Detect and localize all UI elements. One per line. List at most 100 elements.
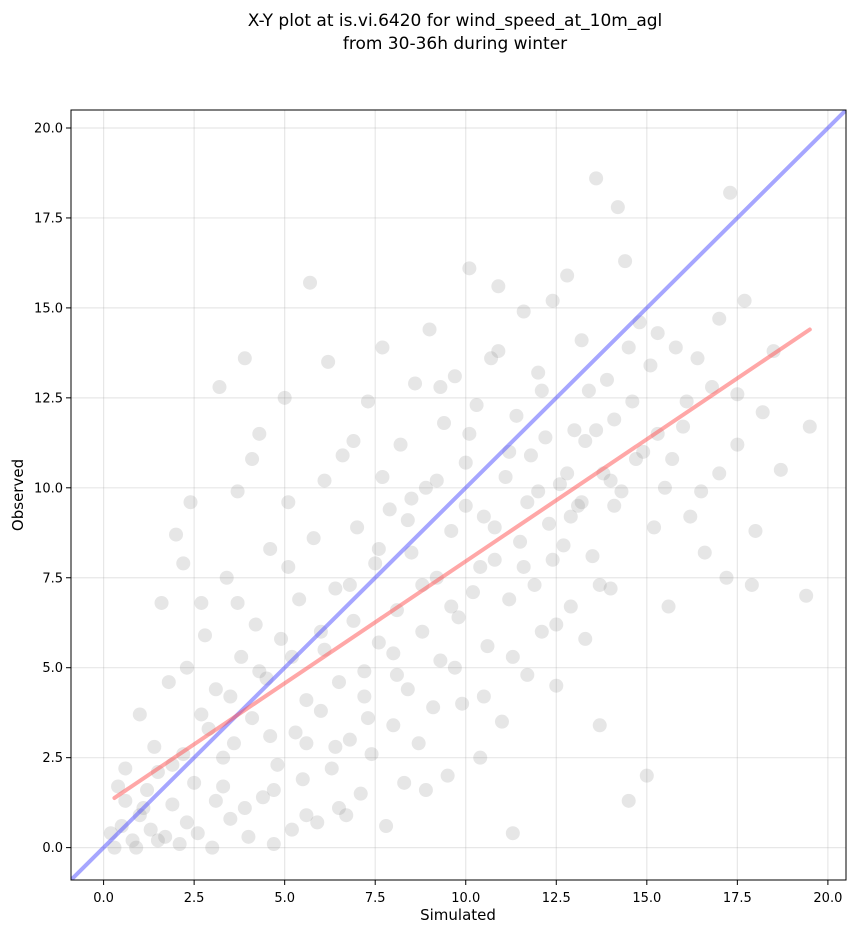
scatter-point: [545, 552, 560, 567]
scatter-point: [125, 833, 140, 848]
scatter-point: [690, 351, 705, 366]
scatter-point: [657, 480, 672, 495]
scatter-point: [589, 171, 604, 186]
scatter-point: [560, 268, 575, 283]
scatter-point: [487, 520, 502, 535]
scatter-point: [494, 714, 509, 729]
scatter-point: [571, 498, 586, 513]
scatter-point: [621, 340, 636, 355]
scatter-point: [266, 837, 281, 852]
scatter-point: [129, 840, 144, 855]
identity-line: [71, 110, 846, 880]
scatter-point: [447, 660, 462, 675]
scatter-point: [737, 293, 752, 308]
scatter-point: [418, 783, 433, 798]
scatter-point: [668, 340, 683, 355]
scatter-point: [342, 732, 357, 747]
scatter-point: [556, 538, 571, 553]
scatter-point: [190, 826, 205, 841]
scatter-point: [516, 559, 531, 574]
y-tick-label: 0.0: [42, 841, 63, 856]
scatter-point: [469, 398, 484, 413]
scatter-point: [484, 351, 499, 366]
data-points: [103, 171, 817, 855]
scatter-point: [408, 376, 423, 391]
scatter-point: [263, 541, 278, 556]
scatter-point: [578, 434, 593, 449]
scatter-point: [299, 693, 314, 708]
scatter-point: [516, 304, 531, 319]
scatter-point: [487, 552, 502, 567]
scatter-point: [393, 437, 408, 452]
x-tick-label: 2.5: [184, 891, 205, 906]
scatter-point: [748, 523, 763, 538]
scatter-point: [418, 480, 433, 495]
scatter-point: [321, 354, 336, 369]
scatter-point: [346, 613, 361, 628]
scatter-point: [491, 344, 506, 359]
scatter-point: [183, 495, 198, 510]
scatter-point: [476, 689, 491, 704]
scatter-point: [404, 545, 419, 560]
scatter-point: [161, 675, 176, 690]
y-tick-label: 10.0: [34, 481, 63, 496]
scatter-point: [263, 729, 278, 744]
scatter-point: [563, 599, 578, 614]
scatter-point: [433, 380, 448, 395]
scatter-point: [172, 837, 187, 852]
scatter-point: [585, 549, 600, 564]
scatter-point: [158, 829, 173, 844]
scatter-point: [523, 448, 538, 463]
scatter-point: [212, 380, 227, 395]
scatter-point: [154, 595, 169, 610]
x-axis-ticks: 0.0 2.5 5.0 7.5 10.0 12.5 15.0 17.5 20.0: [93, 880, 842, 906]
scatter-point: [368, 556, 383, 571]
scatter-point: [578, 631, 593, 646]
scatter-point: [618, 254, 633, 269]
scatter-point: [429, 473, 444, 488]
scatter-point: [143, 822, 158, 837]
scatter-point: [284, 649, 299, 664]
scatter-point: [350, 520, 365, 535]
scatter-point: [230, 484, 245, 499]
scatter-point: [502, 592, 517, 607]
scatter-point: [534, 624, 549, 639]
x-tick-label: 7.5: [365, 891, 386, 906]
scatter-point: [697, 545, 712, 560]
scatter-point: [176, 556, 191, 571]
x-tick-label: 15.0: [632, 891, 661, 906]
scatter-point: [245, 452, 260, 467]
scatter-point: [491, 279, 506, 294]
chart-title: X-Y plot at is.vi.6420 for wind_speed_at…: [248, 11, 663, 31]
grid: [71, 110, 846, 880]
scatter-point: [295, 772, 310, 787]
scatter-point: [549, 617, 564, 632]
scatter-point: [360, 711, 375, 726]
y-tick-label: 20.0: [34, 121, 63, 136]
x-tick-label: 12.5: [542, 891, 571, 906]
scatter-point: [331, 675, 346, 690]
scatter-point: [299, 808, 314, 823]
scatter-point: [303, 275, 318, 290]
scatter-point: [292, 592, 307, 607]
scatter-point: [397, 775, 412, 790]
scatter-point: [621, 793, 636, 808]
scatter-point: [353, 786, 368, 801]
scatter-point: [197, 628, 212, 643]
scatter-point: [208, 682, 223, 697]
scatter-point: [462, 426, 477, 441]
scatter-point: [237, 351, 252, 366]
scatter-point: [476, 509, 491, 524]
scatter-point: [165, 797, 180, 812]
scatter-point: [683, 509, 698, 524]
scatter-point: [549, 678, 564, 693]
scatter-point: [118, 761, 133, 776]
scatter-point: [400, 513, 415, 528]
scatter-point: [205, 840, 220, 855]
scatter-point: [216, 779, 231, 794]
scatter-point: [509, 408, 524, 423]
scatter-point: [426, 700, 441, 715]
scatter-point: [676, 419, 691, 434]
scatter-point: [288, 725, 303, 740]
